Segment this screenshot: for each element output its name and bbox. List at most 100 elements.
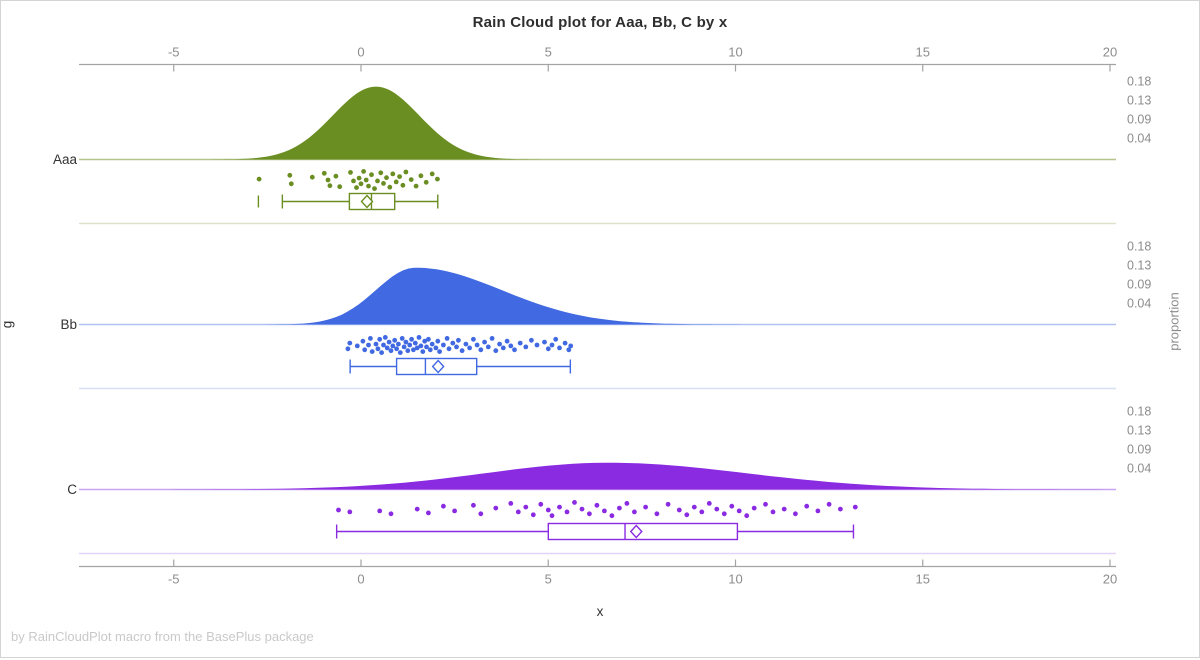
data-point-Bb xyxy=(379,350,384,355)
data-point-Aaa xyxy=(429,171,435,177)
data-point-Bb xyxy=(409,336,414,342)
data-point-C xyxy=(564,509,570,515)
data-point-C xyxy=(523,504,529,510)
data-point-C xyxy=(706,501,712,506)
data-point-Aaa xyxy=(413,183,419,189)
data-point-Bb xyxy=(504,338,510,344)
data-point-Bb xyxy=(381,342,386,348)
proportion-tick-label: 0.04 xyxy=(1127,462,1151,476)
data-point-Bb xyxy=(485,344,491,350)
data-point-Bb xyxy=(562,340,568,346)
data-point-C xyxy=(609,513,615,519)
data-point-C xyxy=(643,504,648,510)
chart-title: Rain Cloud plot for Aaa, Bb, C by x xyxy=(472,14,728,31)
data-point-Aaa xyxy=(309,174,315,180)
bottom-x-axis-tick-label: -5 xyxy=(168,572,180,587)
mean-diamond-C xyxy=(629,524,643,539)
data-point-Bb xyxy=(508,343,514,349)
data-point-C xyxy=(736,508,742,514)
bottom-x-axis-tick-label: 10 xyxy=(728,572,742,587)
data-point-Bb xyxy=(478,347,484,353)
data-point-Bb xyxy=(427,347,433,353)
data-point-Bb xyxy=(456,337,461,343)
mean-diamond-Aaa xyxy=(360,194,374,209)
data-point-C xyxy=(471,502,476,508)
data-point-Bb xyxy=(403,339,409,345)
data-point-Bb xyxy=(377,336,383,342)
data-point-Aaa xyxy=(358,181,364,187)
data-point-Aaa xyxy=(390,171,396,177)
data-point-C xyxy=(493,505,499,511)
data-point-Bb xyxy=(399,336,405,341)
data-point-Bb xyxy=(429,341,435,347)
data-point-C xyxy=(699,509,705,515)
top-x-axis-tick-label: 0 xyxy=(357,45,364,60)
data-point-Bb xyxy=(362,347,368,353)
data-point-Bb xyxy=(553,336,559,342)
data-point-Bb xyxy=(397,350,403,355)
data-point-C xyxy=(572,500,577,505)
data-point-C xyxy=(347,509,353,515)
proportion-tick-label: 0.18 xyxy=(1127,75,1151,89)
data-point-Bb xyxy=(493,348,499,354)
data-point-Bb xyxy=(347,340,353,346)
data-point-C xyxy=(587,511,592,517)
proportion-axis-label: proportion xyxy=(1166,292,1182,351)
data-point-C xyxy=(579,506,585,512)
data-point-C xyxy=(530,512,536,518)
data-point-Bb xyxy=(369,349,375,354)
data-point-C xyxy=(714,506,720,512)
data-point-Bb xyxy=(444,336,450,341)
data-point-Bb xyxy=(467,345,472,351)
data-point-Aaa xyxy=(337,184,343,190)
proportion-tick-label: 0.13 xyxy=(1127,424,1151,438)
proportion-tick-label: 0.04 xyxy=(1127,132,1151,146)
proportion-tick-label: 0.18 xyxy=(1127,405,1151,419)
data-point-Bb xyxy=(566,347,572,353)
data-point-Aaa xyxy=(366,183,371,189)
data-point-Bb xyxy=(500,345,506,351)
data-point-Bb xyxy=(512,347,517,353)
data-point-Bb xyxy=(534,342,540,348)
data-point-Bb xyxy=(437,349,442,354)
data-point-Bb xyxy=(416,335,422,340)
data-point-Bb xyxy=(368,336,373,341)
data-point-Aaa xyxy=(381,181,386,186)
proportion-tick-label: 0.13 xyxy=(1127,94,1151,108)
data-point-C xyxy=(691,504,697,510)
data-point-Bb xyxy=(396,341,401,347)
data-point-Bb xyxy=(545,346,551,352)
data-point-C xyxy=(478,511,484,517)
data-point-Bb xyxy=(433,345,439,351)
data-point-Bb xyxy=(394,346,399,352)
data-point-C xyxy=(676,507,682,513)
data-point-Aaa xyxy=(423,179,429,185)
data-point-Bb xyxy=(414,345,420,351)
data-point-Bb xyxy=(568,343,574,349)
bottom-x-axis-tick-label: 20 xyxy=(1103,572,1117,587)
data-point-C xyxy=(729,503,735,509)
y-axis-label: g xyxy=(0,320,15,329)
data-point-C xyxy=(852,504,858,510)
data-point-Bb xyxy=(360,338,366,344)
data-point-Bb xyxy=(441,342,446,348)
data-point-Aaa xyxy=(361,169,366,174)
data-point-Bb xyxy=(354,343,360,349)
data-point-Bb xyxy=(529,337,534,343)
data-point-Aaa xyxy=(372,186,377,192)
data-point-Aaa xyxy=(325,177,331,183)
data-point-C xyxy=(388,511,394,517)
data-point-Bb xyxy=(373,341,379,347)
mean-diamond-Bb xyxy=(431,359,445,374)
data-point-C xyxy=(624,501,630,506)
data-point-Bb xyxy=(549,342,555,348)
data-point-Aaa xyxy=(393,179,399,185)
group-label-Bb: Bb xyxy=(60,317,77,332)
top-x-axis-tick-label: -5 xyxy=(168,45,180,60)
top-x-axis-tick-label: 20 xyxy=(1103,45,1117,60)
data-point-Bb xyxy=(497,341,502,347)
data-point-Bb xyxy=(405,348,411,354)
data-point-Aaa xyxy=(369,172,374,178)
data-point-Bb xyxy=(412,340,418,346)
